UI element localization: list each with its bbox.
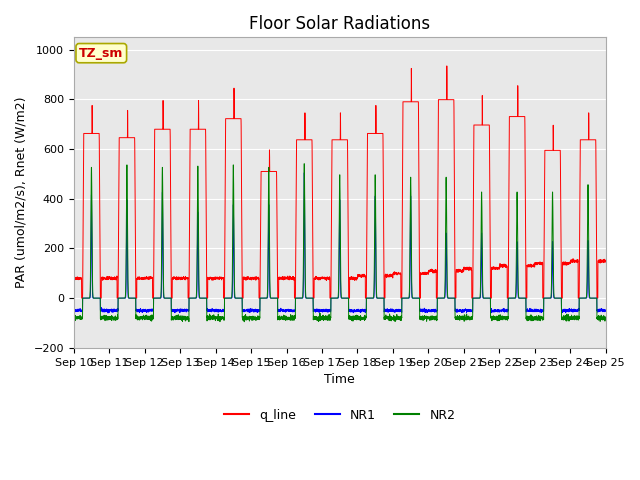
q_line [602,257,609,263]
NR2 [602,314,609,320]
NR2 [429,314,437,320]
Line: q_line: q_line [74,66,605,298]
q_line [166,126,173,132]
NR1 [602,307,609,313]
Text: TZ_sm: TZ_sm [79,47,124,60]
X-axis label: Time: Time [324,373,355,386]
NR2 [490,315,497,321]
NR1 [459,308,467,314]
Y-axis label: PAR (umol/m2/s), Rnet (W/m2): PAR (umol/m2/s), Rnet (W/m2) [15,97,28,288]
q_line [443,63,451,69]
q_line [429,268,437,274]
q_line [255,295,263,301]
NR2 [166,295,173,301]
NR1 [70,308,77,313]
NR1 [320,308,328,314]
q_line [459,266,467,272]
NR2 [70,314,77,320]
q_line [320,276,328,281]
q_line [70,275,77,281]
NR2 [241,319,248,324]
NR1 [602,308,609,313]
NR1 [490,309,497,315]
NR2 [320,314,328,320]
Line: NR2: NR2 [74,164,605,322]
NR1 [300,170,308,176]
Line: NR1: NR1 [74,173,605,313]
NR2 [602,315,609,321]
NR1 [104,310,112,316]
Title: Floor Solar Radiations: Floor Solar Radiations [249,15,430,33]
NR2 [300,161,308,167]
q_line [602,258,609,264]
NR1 [166,295,173,301]
NR2 [459,313,467,319]
Legend: q_line, NR1, NR2: q_line, NR1, NR2 [219,404,460,427]
q_line [490,265,497,271]
NR1 [429,308,437,314]
